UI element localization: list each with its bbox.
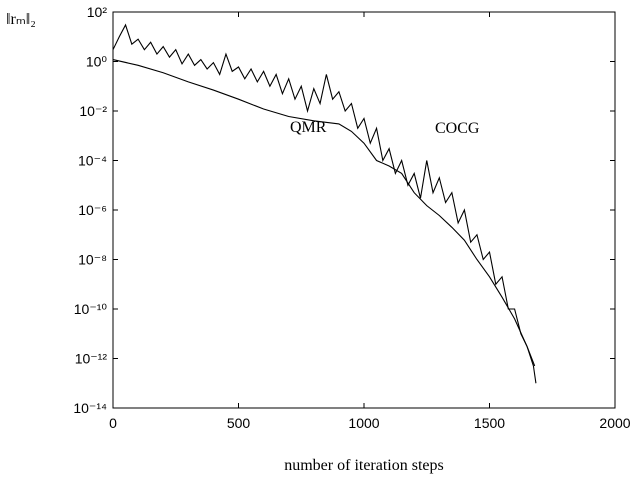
plot-frame — [112, 11, 616, 409]
y-tick-label: 10⁻¹⁰ — [74, 301, 108, 317]
y-tick-label: 10⁻⁸ — [78, 252, 107, 268]
y-tick-label: 10⁰ — [86, 54, 108, 70]
y-axis-label: ‖rₘ‖₂ — [6, 11, 36, 28]
y-tick-label: 10² — [87, 4, 108, 20]
y-tick-label: 10⁻⁶ — [78, 202, 107, 218]
x-tick-label: 1500 — [474, 415, 505, 431]
y-tick-label: 10⁻¹² — [75, 351, 108, 367]
series-line — [112, 59, 536, 367]
x-tick-label: 500 — [227, 415, 251, 431]
x-tick-label: 0 — [109, 415, 117, 431]
x-tick-label: 2000 — [599, 415, 630, 431]
x-axis-label: number of iteration steps — [284, 457, 444, 474]
y-tick-label: 10⁻¹⁴ — [73, 400, 107, 416]
x-tick-label: 1000 — [348, 415, 379, 431]
series-label: QMR — [290, 119, 327, 136]
y-tick-label: 10⁻² — [79, 103, 107, 119]
series-label: COCG — [435, 120, 480, 137]
y-tick-label: 10⁻⁴ — [78, 153, 107, 169]
series-line — [112, 23, 537, 384]
